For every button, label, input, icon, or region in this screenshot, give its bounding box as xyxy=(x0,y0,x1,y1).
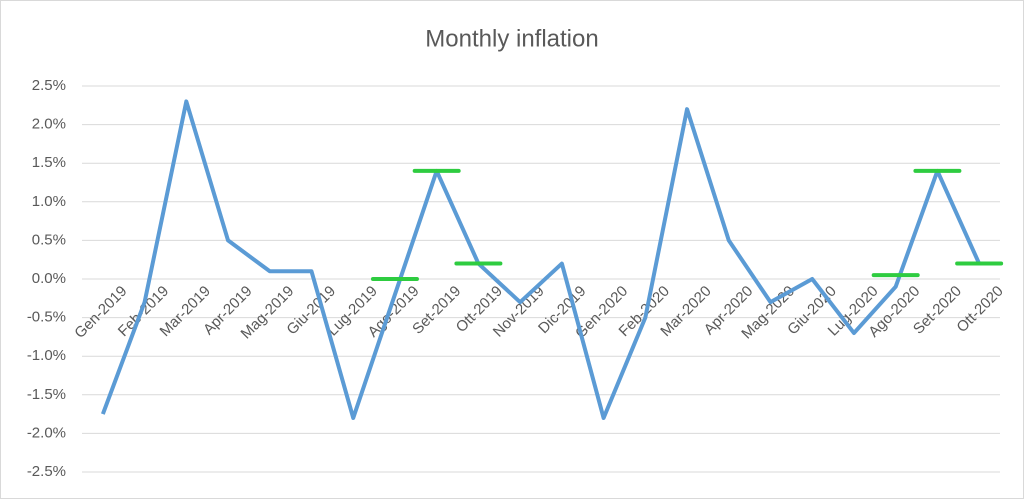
y-tick-label: 2.0% xyxy=(32,116,66,133)
y-tick-label: 0.5% xyxy=(32,231,66,248)
y-tick-label: -2.0% xyxy=(27,424,66,441)
y-tick-label: 1.0% xyxy=(32,193,66,210)
y-tick-label: -1.5% xyxy=(27,386,66,403)
y-tick-label: -2.5% xyxy=(27,463,66,480)
y-tick-label: 1.5% xyxy=(32,154,66,171)
y-tick-label: 0.0% xyxy=(32,270,66,287)
y-tick-label: 2.5% xyxy=(32,77,66,94)
y-tick-label: -0.5% xyxy=(27,309,66,326)
y-tick-label: -1.0% xyxy=(27,347,66,364)
line-series xyxy=(100,99,981,420)
chart-title: Monthly inflation xyxy=(425,25,598,52)
